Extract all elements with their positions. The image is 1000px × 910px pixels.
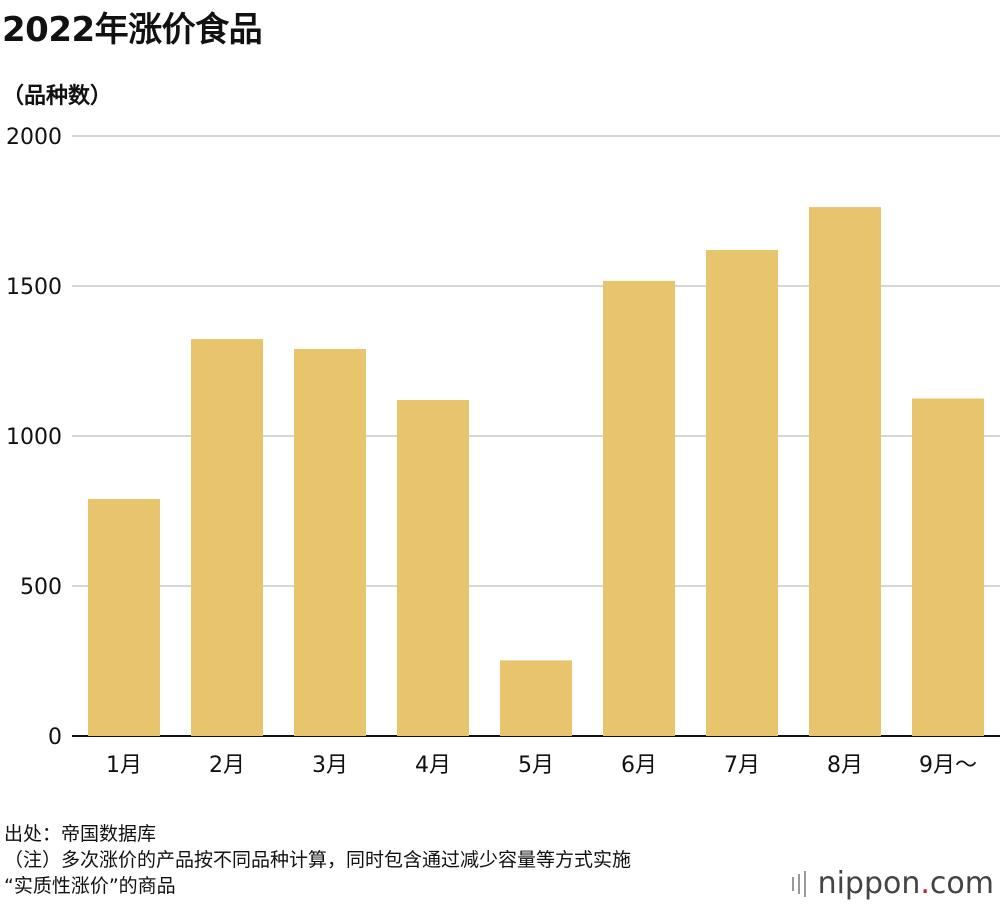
y-tick-labels: 0 500 1000 1500 2000: [6, 125, 62, 750]
y-tick-label: 500: [20, 575, 62, 600]
bar: [88, 499, 160, 736]
logo-text: nippon: [817, 866, 921, 901]
x-tick-label: 4月: [415, 753, 451, 778]
x-tick-labels: 1月 2月 3月 4月 5月 6月 7月 8月 9月～: [106, 753, 977, 778]
y-tick-label: 1000: [6, 425, 62, 450]
bar: [397, 400, 469, 736]
x-tick-label: 6月: [621, 753, 657, 778]
y-tick-label: 1500: [6, 275, 62, 300]
bar: [500, 660, 572, 736]
bars: [88, 207, 984, 737]
x-tick-label: 7月: [724, 753, 760, 778]
chart-title: 2022年涨价食品: [2, 10, 263, 50]
source-note: 出处：帝国数据库: [4, 823, 157, 845]
bar: [809, 207, 881, 737]
bar-chart: 0 500 1000 1500 2000 1月 2月 3月 4月 5月 6月 7月 8月 9月～: [6, 125, 1000, 778]
y-axis-unit-label: （品种数）: [2, 84, 113, 109]
footnote-line-1: （注）多次涨价的产品按不同品种计算，同时包含通过减少容量等方式实施: [4, 849, 632, 871]
logo-dot: .: [920, 866, 930, 901]
bar: [191, 339, 263, 736]
x-tick-label: 1月: [106, 753, 142, 778]
x-tick-label: 3月: [312, 753, 348, 778]
bar: [706, 250, 778, 736]
x-tick-label: 2月: [209, 753, 245, 778]
footnote-line-2: “实质性涨价”的商品: [4, 875, 176, 897]
bar: [912, 398, 984, 736]
x-tick-label: 5月: [518, 753, 554, 778]
logo-bars-icon: [791, 870, 810, 897]
bar: [603, 280, 675, 736]
logo-text-suffix: com: [929, 866, 994, 901]
nippon-logo: nippon. com: [791, 866, 994, 901]
y-tick-label: 2000: [6, 125, 62, 150]
x-tick-label: 8月: [827, 753, 863, 778]
bar: [294, 349, 366, 736]
y-tick-label: 0: [48, 725, 62, 750]
x-tick-label: 9月～: [919, 753, 977, 778]
